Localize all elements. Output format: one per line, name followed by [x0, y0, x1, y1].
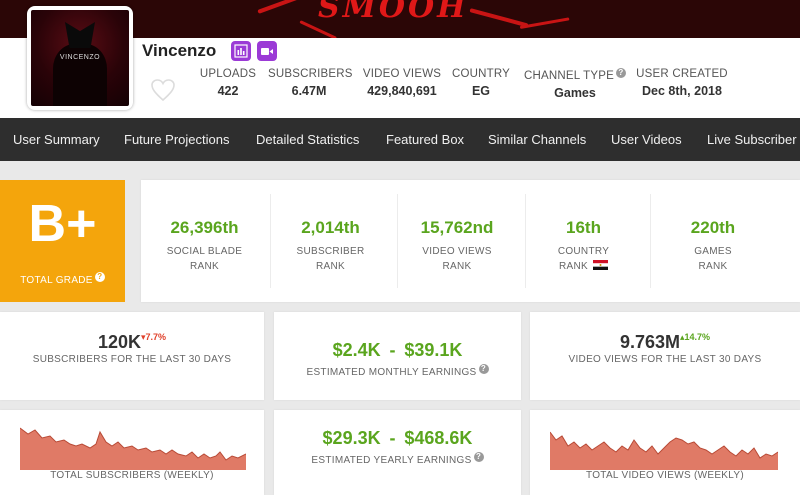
total-grade-value: B+	[28, 195, 97, 253]
yearly-earnings-high: $468.6K	[404, 428, 473, 448]
banner-text: SMOOH	[318, 0, 469, 25]
channel-name: Vincenzo	[142, 41, 217, 60]
views-weekly-sparkline	[550, 431, 778, 470]
views-30-days-delta: ▴14.7%	[680, 332, 711, 342]
tab-similar-channels[interactable]: Similar Channels	[488, 132, 587, 147]
total-grade-label: TOTAL GRADE?	[0, 272, 125, 286]
views-weekly-label: TOTAL VIDEO VIEWS (WEEKLY)	[585, 470, 744, 481]
egypt-flag-icon	[593, 260, 609, 270]
bar-chart-icon[interactable]	[231, 41, 251, 61]
subscribers-30-days-label: SUBSCRIBERS FOR THE LAST 30 DAYS	[32, 354, 232, 365]
help-icon[interactable]: ?	[478, 364, 489, 374]
channel-nav: User Summary Future Projections Detailed…	[0, 118, 800, 161]
rank-socialblade: 26,396th SOCIAL BLADE RANK	[166, 218, 243, 272]
rank-video-views: 15,762nd VIDEO VIEWS RANK	[420, 218, 494, 272]
views-30-days-card: 9.763M▴14.7% VIDEO VIEWS FOR THE LAST 30…	[530, 312, 800, 400]
stat-user-created: USER CREATED Dec 8th, 2018	[636, 68, 728, 98]
stat-uploads: UPLOADS 422	[199, 68, 257, 98]
tab-user-videos[interactable]: User Videos	[611, 132, 682, 147]
tab-detailed-statistics[interactable]: Detailed Statistics	[256, 132, 360, 147]
monthly-earnings-label: ESTIMATED MONTHLY EARNINGS?	[274, 364, 521, 378]
tab-user-summary[interactable]: User Summary	[13, 132, 100, 147]
monthly-earnings-card: $2.4K - $39.1K ESTIMATED MONTHLY EARNING…	[274, 312, 521, 400]
help-icon[interactable]: ?	[94, 272, 105, 282]
subscribers-weekly-card: TOTAL SUBSCRIBERS (WEEKLY)	[0, 410, 264, 495]
views-30-days-label: VIDEO VIEWS FOR THE LAST 30 DAYS	[568, 354, 762, 365]
heart-icon[interactable]	[150, 78, 176, 102]
stat-channel-type: CHANNEL TYPE? Games	[520, 68, 630, 100]
yearly-earnings-card: $29.3K - $468.6K ESTIMATED YEARLY EARNIN…	[274, 410, 521, 495]
monthly-earnings-low: $2.4K	[332, 340, 381, 360]
help-icon[interactable]: ?	[615, 68, 626, 78]
stat-country: COUNTRY EG	[451, 68, 511, 98]
views-30-days-value: 9.763M	[619, 332, 680, 352]
channel-banner: SMOOH	[0, 0, 800, 38]
ranks-card: 26,396th SOCIAL BLADE RANK 2,014th SUBSCR…	[141, 180, 800, 302]
yearly-earnings-low: $29.3K	[322, 428, 381, 448]
subscribers-30-days-value: 120K	[97, 332, 141, 352]
total-grade-card: B+ TOTAL GRADE?	[0, 180, 125, 302]
rank-subscriber: 2,014th SUBSCRIBER RANK	[296, 218, 365, 272]
channel-header	[0, 38, 800, 118]
rank-games: 220th GAMES RANK	[690, 218, 736, 272]
tab-future-projections[interactable]: Future Projections	[124, 132, 230, 147]
stat-video-views: VIDEO VIEWS 429,840,691	[362, 68, 442, 98]
avatar-text: VINCENZO	[59, 54, 101, 61]
help-icon[interactable]: ?	[473, 452, 484, 462]
tab-live-subscriber-count[interactable]: Live Subscriber C	[707, 132, 800, 147]
yearly-earnings-label: ESTIMATED YEARLY EARNINGS?	[274, 452, 521, 466]
subscribers-weekly-sparkline	[20, 427, 246, 470]
avatar[interactable]: VINCENZO	[27, 6, 133, 110]
monthly-earnings-high: $39.1K	[404, 340, 463, 360]
subscribers-30-days-delta: ▾7.7%	[141, 332, 167, 342]
views-weekly-card: TOTAL VIDEO VIEWS (WEEKLY)	[530, 410, 800, 495]
tab-featured-box[interactable]: Featured Box	[386, 132, 465, 147]
video-camera-icon[interactable]	[257, 41, 277, 61]
subscribers-30-days-card: 120K▾7.7% SUBSCRIBERS FOR THE LAST 30 DA…	[0, 312, 264, 400]
subscribers-weekly-label: TOTAL SUBSCRIBERS (WEEKLY)	[50, 470, 214, 481]
stat-subscribers: SUBSCRIBERS 6.47M	[268, 68, 353, 98]
rank-country: 16th COUNTRY RANK	[557, 218, 610, 272]
